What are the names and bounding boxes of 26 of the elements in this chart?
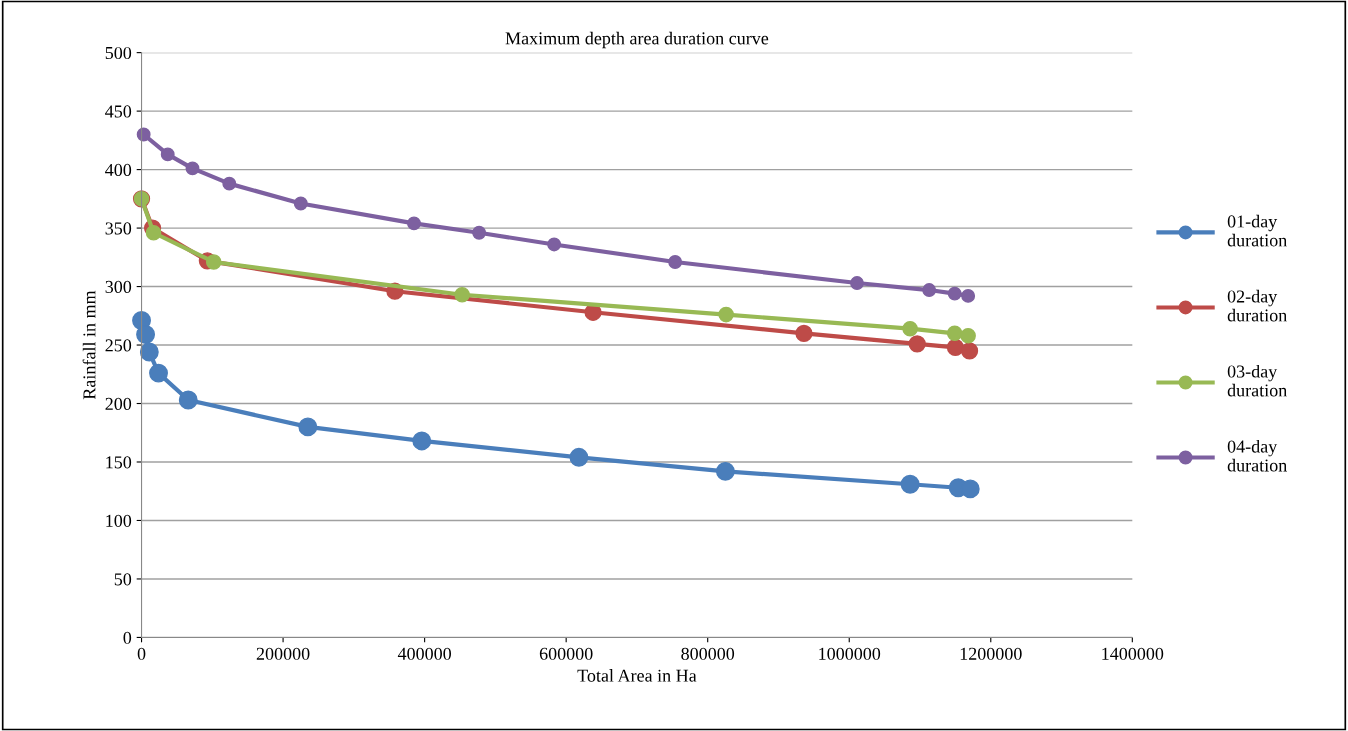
x-tick-label: 1400000 (1102, 647, 1164, 660)
y-axis-title: Rainfall in mm (82, 290, 96, 400)
x-tick-label: 200000 (256, 647, 310, 660)
chart-title: Maximum depth area duration curve (505, 31, 769, 49)
legend-label: 02-day duration (1227, 289, 1287, 322)
x-axis-title: Total Area in Ha (577, 669, 697, 682)
y-tick-label: 500 (105, 46, 132, 60)
y-tick-label: 450 (105, 105, 132, 118)
legend-label: 04-day duration (1227, 439, 1287, 472)
y-tick-label: 300 (105, 280, 132, 293)
y-tick-label: 250 (105, 339, 132, 352)
y-tick-label: 350 (105, 222, 132, 235)
y-tick-label: 100 (106, 514, 132, 527)
legend-label: 03-day duration (1227, 364, 1287, 397)
x-tick-label: 0 (137, 647, 146, 660)
y-tick-label: 200 (105, 397, 132, 410)
y-tick-label: 50 (114, 573, 132, 586)
x-tick-label: 400000 (397, 647, 452, 660)
y-tick-label: 150 (106, 456, 132, 469)
x-tick-label: 600000 (539, 647, 593, 660)
x-tick-label: 800000 (681, 647, 735, 660)
y-tick-label: 400 (105, 163, 132, 177)
y-tick-label: 0 (123, 631, 132, 644)
legend-label: 01-day duration (1227, 214, 1287, 247)
x-tick-label: 1000000 (819, 647, 881, 660)
x-tick-label: 1200000 (960, 647, 1022, 660)
